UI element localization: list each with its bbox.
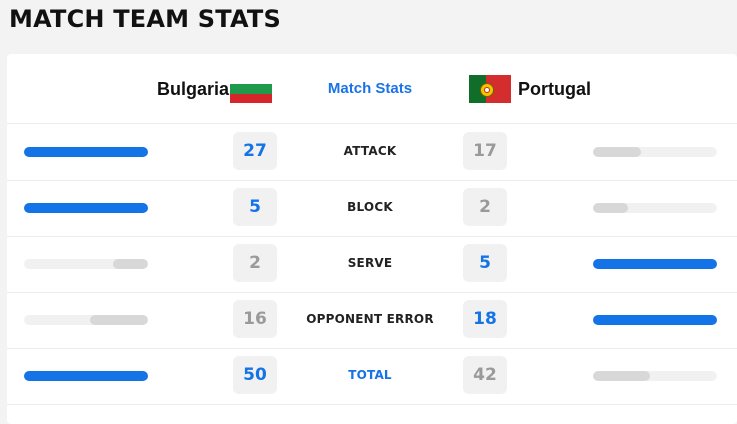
stat-row: 27 ATTACK 17: [7, 124, 737, 181]
home-stat-value: 50: [233, 356, 277, 394]
away-stat-bar: [593, 203, 717, 213]
stat-row: 50 TOTAL 42: [7, 348, 737, 405]
portugal-flag-icon: [469, 75, 511, 103]
away-stat-bar-fill: [593, 203, 628, 213]
stat-label: ATTACK: [343, 144, 397, 158]
bulgaria-flag-icon: [230, 75, 272, 103]
stat-row: 2 SERVE 5: [7, 236, 737, 293]
away-stat-bar: [593, 371, 717, 381]
home-stat-bar: [24, 147, 148, 157]
away-stat-value: 17: [463, 132, 507, 170]
home-stat-bar: [24, 315, 148, 325]
home-stat-value: 16: [233, 300, 277, 338]
away-stat-bar: [593, 147, 717, 157]
stat-label: BLOCK: [347, 200, 393, 214]
home-stat-value: 27: [233, 132, 277, 170]
stat-label: OPPONENT ERROR: [306, 312, 434, 326]
home-stat-bar-fill: [113, 259, 148, 269]
away-stat-value: 18: [463, 300, 507, 338]
away-stat-bar-fill: [593, 147, 641, 157]
stat-row: 16 OPPONENT ERROR 18: [7, 292, 737, 349]
stat-label: SERVE: [347, 256, 393, 270]
stat-row: 5 BLOCK 2: [7, 180, 737, 237]
away-stat-value: 5: [463, 244, 507, 282]
home-stat-bar: [24, 371, 148, 381]
away-stat-bar-fill: [593, 371, 650, 381]
stats-header: Bulgaria Match Stats Portugal: [7, 54, 737, 124]
away-team-name: Portugal: [518, 79, 592, 99]
home-stat-bar: [24, 259, 148, 269]
away-stat-bar: [593, 315, 717, 325]
home-team-name: Bulgaria: [156, 79, 229, 99]
home-stat-bar-fill: [90, 315, 148, 325]
away-stat-bar: [593, 259, 717, 269]
stats-card: Bulgaria Match Stats Portugal 27 ATTACK 17…: [7, 54, 737, 424]
home-stat-value: 5: [233, 188, 277, 226]
stat-label: TOTAL: [348, 368, 392, 382]
away-stat-value: 42: [463, 356, 507, 394]
home-stat-value: 2: [233, 244, 277, 282]
home-stat-bar: [24, 203, 148, 213]
away-stat-value: 2: [463, 188, 507, 226]
tab-match-stats[interactable]: Match Stats: [327, 80, 413, 97]
page-title: MATCH TEAM STATS: [9, 5, 281, 33]
